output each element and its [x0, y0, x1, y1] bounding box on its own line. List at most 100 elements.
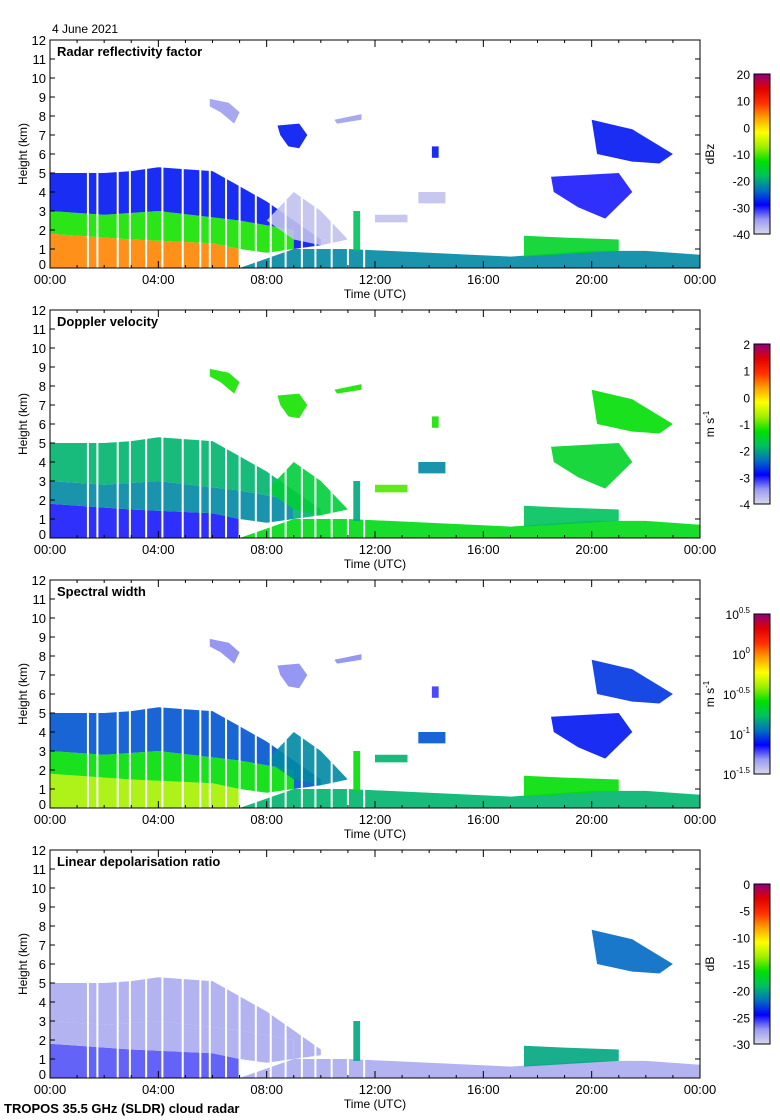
y-tick-label: 1 — [39, 1052, 46, 1067]
y-tick-label: 10 — [32, 611, 46, 626]
y-axis-label: Height (km) — [16, 663, 30, 725]
y-tick-label: 7 — [39, 938, 46, 953]
y-tick-label: 9 — [39, 360, 46, 375]
y-tick-label: 1 — [39, 242, 46, 257]
colorbar-tick-label: -3 — [739, 471, 750, 485]
colorbar-tick-label: -5 — [739, 905, 750, 919]
echo-region — [551, 713, 633, 759]
echo-region — [551, 173, 633, 219]
y-tick-label: 12 — [32, 573, 46, 588]
y-tick-label: 0 — [39, 257, 46, 272]
x-tick-label: 08:00 — [250, 812, 283, 827]
x-tick-label: 04:00 — [142, 1082, 175, 1097]
echo-region — [353, 751, 361, 791]
echo-region — [209, 638, 240, 664]
y-axis-label: Height (km) — [16, 933, 30, 995]
colorbar-tick-label: 2 — [743, 338, 750, 352]
colorbar-tick-label: 0 — [743, 391, 750, 405]
echo-region — [277, 663, 308, 689]
y-tick-label: 11 — [33, 592, 47, 607]
x-tick-label: 04:00 — [142, 542, 175, 557]
y-tick-label: 3 — [39, 474, 46, 489]
echo-region — [266, 732, 348, 786]
x-tick-label: 16:00 — [467, 272, 500, 287]
x-tick-label: 16:00 — [467, 542, 500, 557]
y-tick-label: 7 — [39, 398, 46, 413]
y-tick-label: 7 — [39, 668, 46, 683]
x-tick-label: 08:00 — [250, 1082, 283, 1097]
colorbar — [753, 73, 771, 235]
y-tick-label: 10 — [32, 881, 46, 896]
plot-area — [50, 638, 700, 808]
y-tick-label: 6 — [39, 957, 46, 972]
y-tick-label: 0 — [39, 1067, 46, 1082]
colorbar-tick-label: 10-1 — [730, 726, 751, 742]
echo-region — [591, 929, 673, 974]
echo-region — [266, 462, 348, 516]
echo-region — [523, 775, 619, 797]
x-tick-label: 12:00 — [359, 1082, 392, 1097]
colorbar-tick-label: 0 — [743, 878, 750, 892]
y-tick-label: 5 — [39, 706, 46, 721]
y-tick-label: 5 — [39, 436, 46, 451]
panel-title: Radar reflectivity factor — [57, 44, 202, 59]
echo-region — [277, 123, 308, 149]
y-tick-label: 4 — [39, 455, 46, 470]
y-tick-label: 6 — [39, 147, 46, 162]
colorbar-tick-label: -20 — [733, 175, 751, 189]
colorbar — [753, 883, 771, 1045]
x-tick-label: 00:00 — [34, 812, 67, 827]
echo-region — [591, 389, 673, 434]
date-label: 4 June 2021 — [52, 22, 118, 36]
colorbar-tick-label: -4 — [739, 498, 750, 512]
y-tick-label: 8 — [39, 109, 46, 124]
colorbar — [753, 613, 771, 775]
colorbar-tick-label: -10 — [733, 148, 751, 162]
colorbar-tick-label: -15 — [733, 958, 751, 972]
y-tick-label: 2 — [39, 493, 46, 508]
x-tick-label: 20:00 — [575, 272, 608, 287]
x-tick-label: 00:00 — [684, 272, 717, 287]
y-tick-label: 8 — [39, 919, 46, 934]
echo-region — [353, 481, 361, 521]
x-tick-label: 04:00 — [142, 272, 175, 287]
y-tick-label: 6 — [39, 417, 46, 432]
x-tick-label: 00:00 — [684, 542, 717, 557]
colorbar-tick-label: -40 — [733, 228, 751, 242]
y-tick-label: 10 — [32, 341, 46, 356]
echo-region — [266, 192, 348, 246]
colorbar-tick-label: -10 — [733, 931, 751, 945]
x-tick-label: 00:00 — [34, 542, 67, 557]
x-tick-label: 16:00 — [467, 1082, 500, 1097]
colorbar-unit-label: m s-1 — [702, 680, 717, 707]
y-tick-label: 4 — [39, 995, 46, 1010]
echo-region — [551, 443, 633, 489]
colorbar-unit-label: m s-1 — [702, 410, 717, 437]
footer-label: TROPOS 35.5 GHz (SLDR) cloud radar — [4, 1101, 240, 1116]
x-tick-label: 20:00 — [575, 1082, 608, 1097]
x-axis-label: Time (UTC) — [344, 557, 406, 571]
colorbar-tick-label: -25 — [733, 1011, 751, 1025]
colorbar-unit-label: dB — [703, 957, 717, 972]
y-tick-label: 1 — [39, 782, 46, 797]
echo-region — [375, 484, 408, 493]
echo-region — [50, 481, 294, 523]
colorbar-tick-label: 100 — [732, 646, 750, 662]
y-tick-label: 2 — [39, 1033, 46, 1048]
y-tick-label: 1 — [39, 512, 46, 527]
x-tick-label: 00:00 — [34, 1082, 67, 1097]
echo-region — [353, 211, 361, 251]
echo-region — [334, 384, 362, 394]
echo-region — [239, 249, 700, 268]
y-tick-label: 3 — [39, 744, 46, 759]
x-axis-label: Time (UTC) — [344, 287, 406, 301]
x-tick-label: 00:00 — [34, 272, 67, 287]
y-tick-label: 5 — [39, 976, 46, 991]
y-tick-label: 6 — [39, 687, 46, 702]
colorbar-tick-label: 10 — [737, 95, 751, 109]
echo-region — [431, 416, 439, 428]
echo-region — [334, 654, 362, 664]
